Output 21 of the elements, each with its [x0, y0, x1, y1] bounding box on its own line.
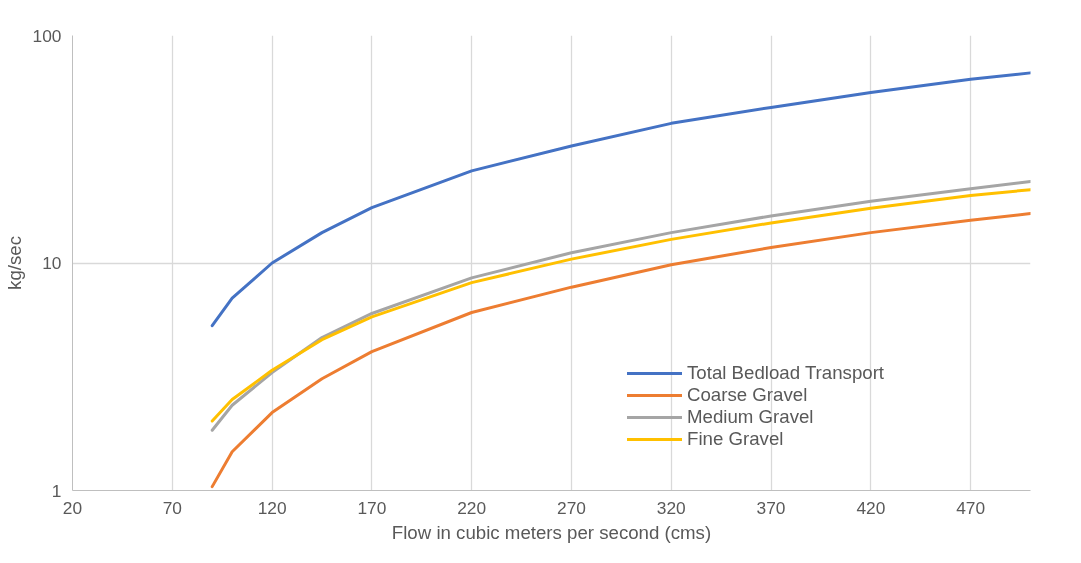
legend-label: Coarse Gravel — [687, 384, 808, 406]
legend-label: Medium Gravel — [687, 406, 814, 428]
x-tick-label: 120 — [257, 497, 287, 518]
x-tick-label: 270 — [557, 497, 586, 518]
y-tick-label: 1 — [51, 480, 62, 501]
x-tick-label: 70 — [162, 497, 182, 518]
x-tick-label: 320 — [656, 497, 686, 518]
x-tick-label: 170 — [357, 497, 387, 518]
x-tick-label: 470 — [956, 497, 986, 518]
y-tick-label: 100 — [32, 25, 62, 46]
line-series — [210, 71, 1031, 328]
line-series — [210, 212, 1031, 489]
x-axis-title: Flow in cubic meters per second (cms) — [391, 521, 712, 543]
y-axis-title: kg/sec — [3, 236, 25, 290]
legend-label: Fine Gravel — [687, 428, 784, 450]
x-tick-label: 220 — [457, 497, 487, 518]
legend-label: Total Bedload Transport — [687, 362, 885, 384]
x-tick-label: 420 — [856, 497, 886, 518]
x-tick-label: 370 — [756, 497, 786, 518]
x-tick-label: 20 — [62, 497, 83, 518]
y-tick-label: 10 — [42, 253, 62, 273]
